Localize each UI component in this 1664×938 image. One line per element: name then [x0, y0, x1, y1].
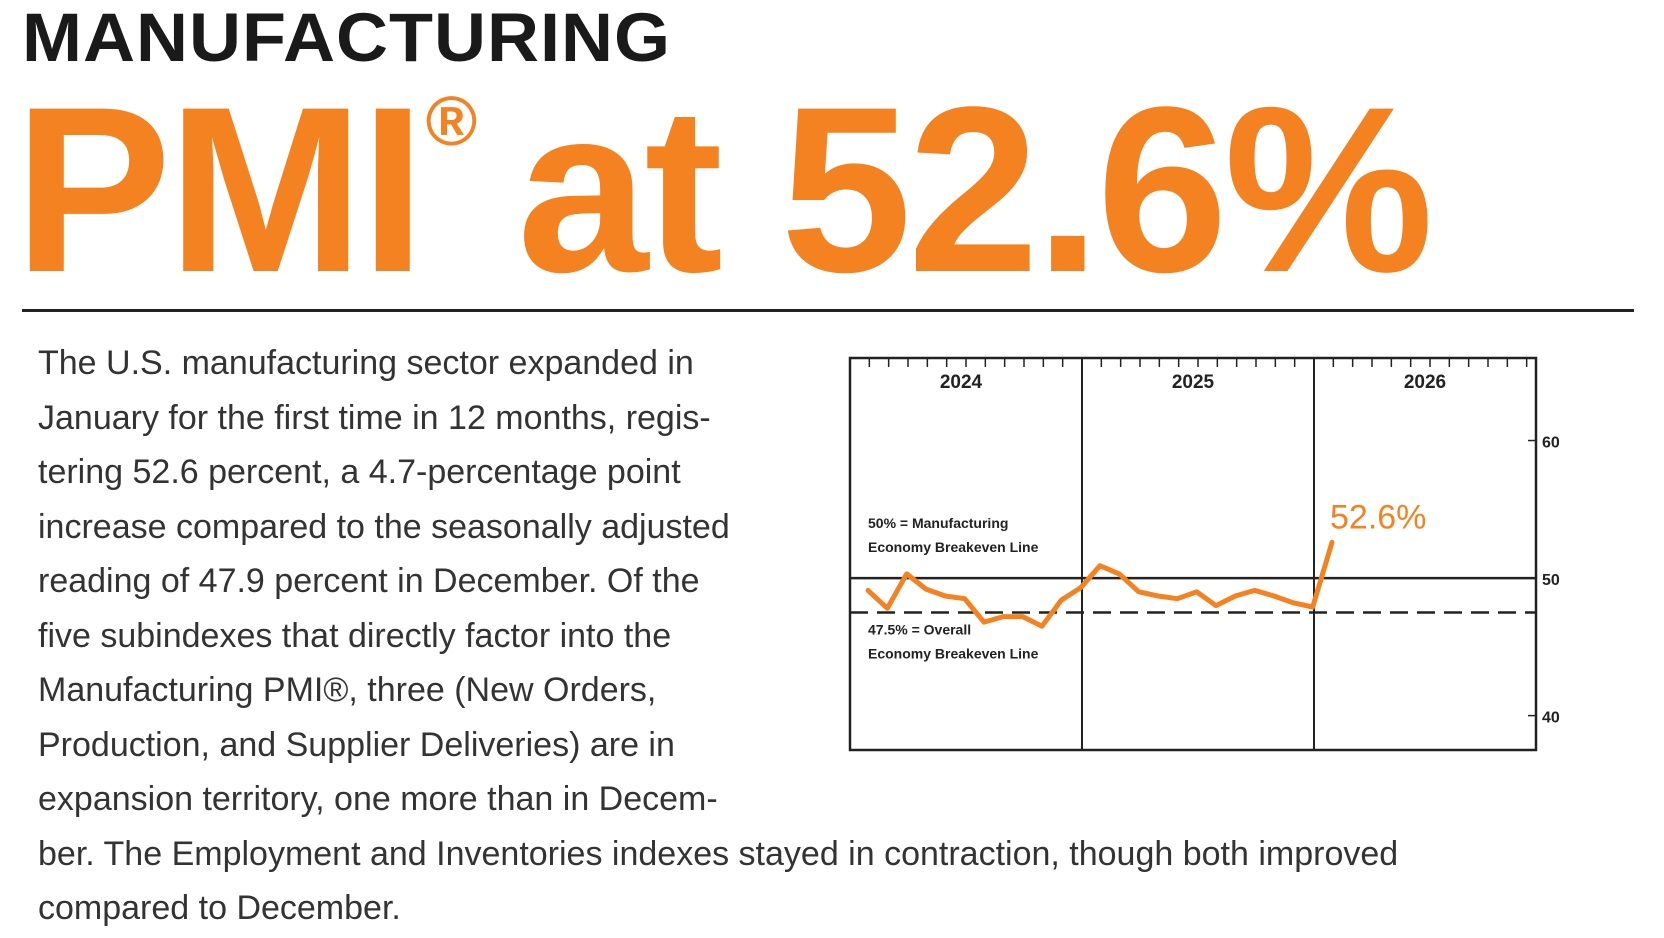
pmi-data-point: [1059, 598, 1063, 602]
registered-mark: ®: [425, 82, 478, 160]
reference-label: 50% = Manufacturing: [868, 515, 1008, 531]
pmi-data-point: [866, 588, 870, 592]
pmi-chart-svg: 2024 2025 2026 60 50 40 50% = Manufacturing Eco…: [848, 356, 1560, 752]
pmi-data-point: [1098, 564, 1102, 568]
plot-frame: [848, 356, 1538, 752]
body-line: increase compared to the seasonally adju…: [38, 507, 730, 546]
body-line: expansion territory, one more than in De…: [38, 780, 718, 818]
pmi-data-point: [1040, 624, 1044, 628]
y-tick-label: 60: [1542, 435, 1560, 452]
y-tick-label: 50: [1542, 572, 1560, 589]
pmi-chart: 2024 2025 2026 60 50 40 50% = Manufacturing Eco…: [840, 350, 1640, 800]
body-line: compared to December.: [38, 889, 401, 927]
headline-pmi: PMI: [14, 58, 426, 322]
pmi-data-point: [1272, 594, 1276, 598]
reference-label: 47.5% = Overall: [868, 621, 971, 637]
pmi-data-point: [1001, 615, 1005, 619]
year-label: 2026: [1404, 372, 1446, 393]
pmi-data-point: [1137, 590, 1141, 594]
divider-rule: [22, 309, 1634, 312]
pmi-data-point: [943, 594, 947, 598]
pmi-data-point: [1214, 604, 1218, 608]
pmi-data-point: [1195, 590, 1199, 594]
year-label: 2024: [940, 372, 983, 393]
pmi-data-point: [1117, 572, 1121, 576]
pmi-data-point: [1079, 586, 1083, 590]
pmi-data-point: [963, 597, 967, 601]
body-line: January for the first time in 12 months,…: [38, 398, 711, 437]
body-line: tering 52.6 percent, a 4.7-percentage po…: [38, 453, 681, 491]
reference-label: Economy Breakeven Line: [868, 645, 1039, 661]
body-line: ber. The Employment and Inventories inde…: [38, 834, 1399, 873]
pmi-data-point: [1021, 615, 1025, 619]
pmi-data-point: [1330, 540, 1334, 544]
headline: PMI® at 52.6%: [14, 72, 1434, 308]
pmi-data-point: [1156, 594, 1160, 598]
body-line: five subindexes that directly factor int…: [38, 616, 672, 655]
body-line: Manufacturing PMI®, three (New Orders,: [38, 671, 657, 709]
y-tick-label: 40: [1542, 710, 1560, 727]
pmi-data-point: [1175, 597, 1179, 601]
reference-label: Economy Breakeven Line: [868, 539, 1039, 555]
year-label: 2025: [1172, 372, 1215, 393]
pmi-data-point: [924, 587, 928, 591]
kicker-title: MANUFACTURING: [22, 0, 671, 77]
pmi-data-point: [982, 620, 986, 624]
pmi-data-point: [1311, 605, 1315, 609]
body-line: reading of 47.9 percent in December. Of …: [38, 562, 700, 600]
pmi-data-point: [1253, 588, 1257, 592]
body-line: The U.S. manufacturing sector expanded i…: [38, 344, 694, 382]
body-paragraph: The U.S. manufacturing sector expanded i…: [38, 336, 1538, 936]
pmi-data-point: [885, 606, 889, 610]
body-line: Production, and Supplier Deliveries) are…: [38, 725, 675, 764]
pmi-data-point: [1291, 601, 1295, 605]
headline-value: at 52.6%: [517, 58, 1434, 322]
last-value-label: 52.6%: [1330, 498, 1426, 536]
pmi-data-point: [1233, 594, 1237, 598]
pmi-data-point: [905, 572, 909, 576]
